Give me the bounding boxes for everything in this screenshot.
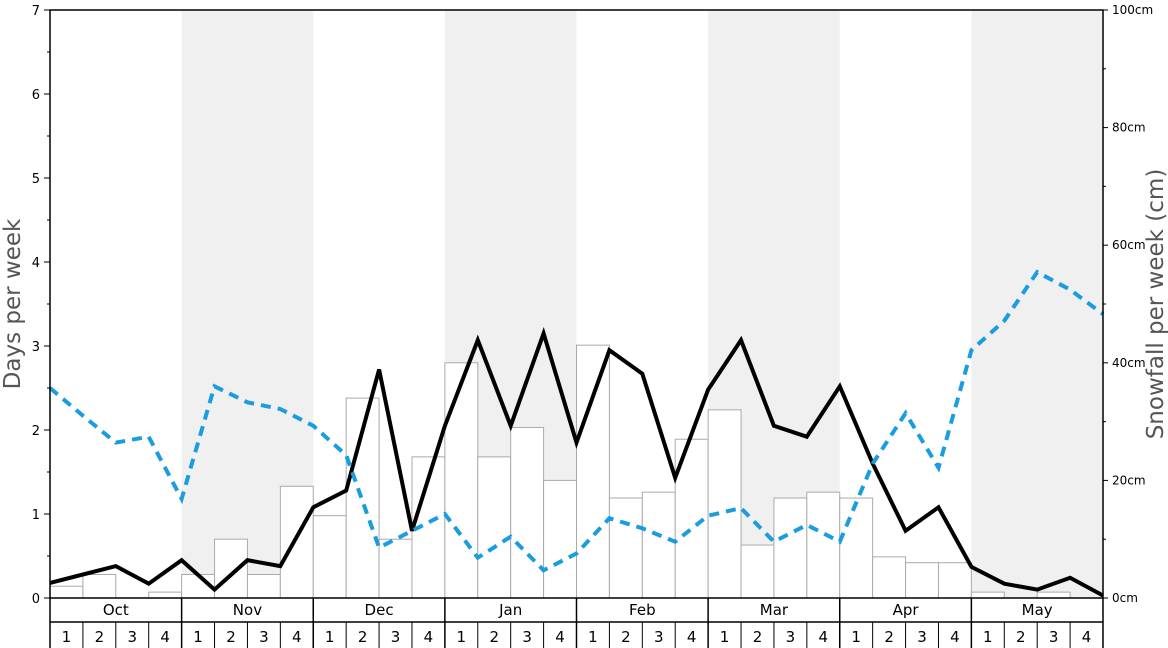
month-label: Mar — [760, 601, 789, 619]
week-label: 4 — [424, 628, 434, 646]
left-tick-label: 3 — [32, 340, 40, 355]
week-label: 2 — [621, 628, 631, 646]
snowfall-bar — [1036, 591, 1071, 599]
week-label: 4 — [160, 628, 170, 646]
snowfall-bar — [246, 573, 281, 599]
week-label: 4 — [292, 628, 302, 646]
snowfall-bar — [707, 409, 742, 599]
snowfall-bar — [740, 544, 775, 599]
week-label: 2 — [489, 628, 499, 646]
week-label: 4 — [555, 628, 565, 646]
right-tick-label: 40cm — [1112, 356, 1146, 370]
week-label: 2 — [1016, 628, 1026, 646]
month-label: May — [1022, 601, 1053, 619]
week-label: 1 — [983, 628, 993, 646]
week-label: 1 — [588, 628, 598, 646]
snowfall-bar — [905, 562, 939, 599]
week-label: 2 — [884, 628, 894, 646]
month-shading — [181, 10, 1103, 598]
week-label: 3 — [259, 628, 269, 646]
snowfall-bar — [839, 497, 874, 599]
week-label: 1 — [457, 628, 467, 646]
week-label: 2 — [226, 628, 236, 646]
snowfall-bar — [82, 573, 117, 599]
snowfall-bar — [970, 591, 1005, 599]
right-tick-label: 20cm — [1112, 473, 1146, 487]
month-labels: Oct Nov Dec Jan Feb Mar Apr May — [103, 601, 1053, 619]
week-label: 1 — [325, 628, 335, 646]
week-label: 3 — [522, 628, 532, 646]
snowfall-bar — [641, 491, 676, 599]
right-axis-ticks: 0cm 20cm 40cm 60cm 80cm 100cm — [1103, 3, 1153, 605]
week-label: 3 — [1049, 628, 1059, 646]
right-tick-label: 100cm — [1112, 3, 1153, 17]
week-label: 2 — [95, 628, 105, 646]
dashed-line-layer — [48, 269, 1105, 573]
month-label: Feb — [629, 601, 656, 619]
left-tick-label: 0 — [32, 592, 40, 607]
left-tick-label: 5 — [32, 172, 40, 187]
right-tick-label: 0cm — [1112, 591, 1138, 605]
snowfall-bar — [345, 397, 380, 599]
snowfall-bar — [937, 562, 972, 599]
week-label: 4 — [950, 628, 960, 646]
snowfall-bar — [279, 485, 314, 599]
snow-days-line — [49, 326, 1104, 598]
right-axis-label: Snowfall per week (cm) — [1143, 169, 1168, 440]
week-label: 4 — [819, 628, 829, 646]
snowfall-bar — [872, 556, 907, 599]
snowfall-bar — [773, 497, 808, 599]
snowfall-bar — [148, 591, 183, 599]
week-label: 4 — [687, 628, 697, 646]
month-label: Nov — [233, 601, 262, 619]
week-label: 4 — [1082, 628, 1092, 646]
week-label: 3 — [654, 628, 664, 646]
month-label: Apr — [893, 601, 920, 619]
snowfall-bar — [49, 585, 84, 599]
week-label: 1 — [851, 628, 861, 646]
snowfall-bar — [312, 515, 347, 599]
right-tick-label: 60cm — [1112, 238, 1146, 252]
week-label: 2 — [358, 628, 368, 646]
snowfall-bar — [477, 456, 512, 599]
month-label: Dec — [365, 601, 394, 619]
week-label: 2 — [753, 628, 763, 646]
right-tick-label: 80cm — [1112, 121, 1146, 135]
week-label: 3 — [127, 628, 137, 646]
snowfall-bar — [806, 491, 841, 599]
snowfall-bar — [444, 362, 479, 599]
dashed-line — [48, 269, 1105, 573]
month-shade-may — [971, 10, 1103, 598]
left-axis-label: Days per week — [0, 218, 26, 389]
week-label: 1 — [62, 628, 72, 646]
week-label: 1 — [720, 628, 730, 646]
left-tick-label: 7 — [32, 4, 40, 19]
week-labels: 1 2 3 4 1 2 3 4 1 2 3 4 1 2 3 4 1 2 3 4 1 2 3 4 1 2 3 4 1 2 3 4 — [62, 628, 1092, 646]
snow-days-line-layer — [49, 326, 1104, 598]
snowfall-bar — [543, 479, 577, 599]
month-label: Jan — [498, 601, 522, 619]
snowfall-bar — [608, 497, 643, 599]
left-axis-ticks: 0 1 2 3 4 5 6 7 — [32, 4, 50, 607]
left-tick-label: 2 — [32, 424, 40, 439]
left-tick-label: 4 — [32, 256, 40, 271]
week-label: 3 — [391, 628, 401, 646]
week-label: 1 — [193, 628, 203, 646]
snowfall-bar — [378, 538, 413, 599]
week-label: 3 — [917, 628, 927, 646]
month-label: Oct — [103, 601, 129, 619]
left-tick-label: 6 — [32, 88, 40, 103]
snowfall-bar — [576, 344, 610, 599]
snowfall-bar — [510, 426, 545, 599]
week-label: 3 — [786, 628, 796, 646]
snowfall-bars — [49, 344, 1071, 599]
snowfall-bar — [214, 538, 248, 599]
left-tick-label: 1 — [32, 508, 40, 523]
